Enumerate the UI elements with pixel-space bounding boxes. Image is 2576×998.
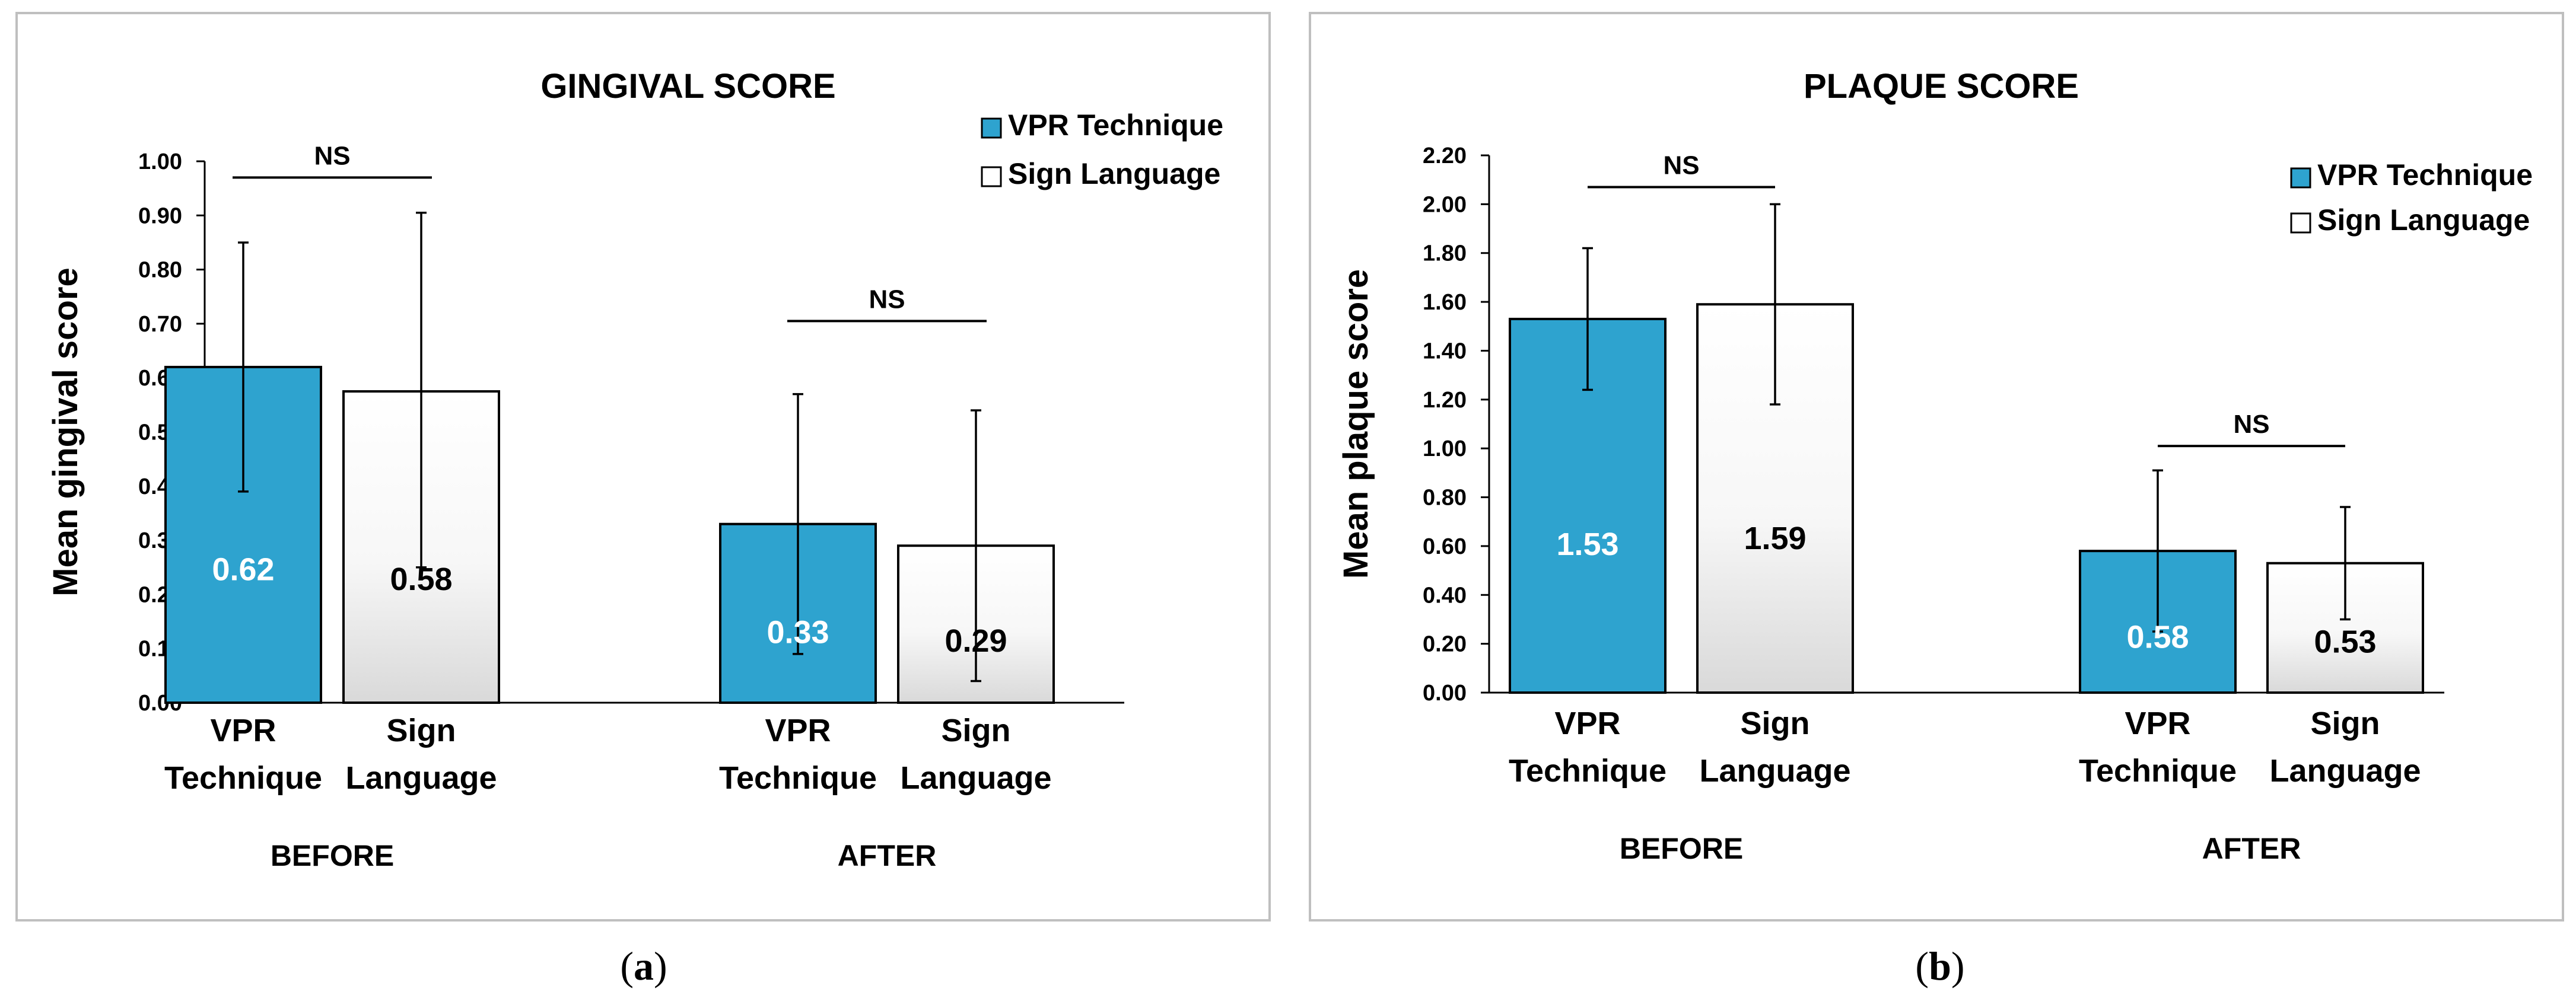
panel-caption: (a) [620,943,667,989]
panel-caption: (b) [1915,943,1964,989]
x-category-label: Sign [2311,706,2380,741]
data-label: 1.53 [1556,527,1618,562]
data-label: 0.58 [390,562,452,597]
legend-swatch-sign [981,166,1002,187]
y-tick-label: 2.20 [1423,144,1467,168]
data-label: 1.59 [1744,521,1806,556]
legend-swatch-vpr [2290,167,2311,189]
chart-panel-a: GINGIVAL SCORE0.000.100.200.300.400.500.… [15,12,1271,989]
significance-label: NS [869,285,905,314]
data-label: 0.53 [2314,624,2376,660]
x-category-label: Language [900,760,1051,796]
legend-label-sign: Sign Language [1008,157,1220,190]
legend: VPR Technique Sign Language [981,109,1223,190]
caption-paren-close: ) [1951,943,1965,989]
caption-paren-open: ( [620,943,634,989]
legend: VPR Technique Sign Language [2290,158,2533,237]
x-category-label: Technique [719,760,877,796]
x-category-label: Sign [1741,706,1810,741]
x-category-label: Language [2269,753,2421,789]
significance-label: NS [1663,151,1699,180]
chart-title: PLAQUE SCORE [1804,67,2079,106]
group-label-after: AFTER [838,839,937,872]
legend-label-vpr: VPR Technique [1008,109,1223,142]
significance-label: NS [314,141,350,170]
y-tick-label: 0.80 [138,258,182,283]
y-tick-label: 1.00 [1423,436,1467,461]
legend-swatch-sign [2290,212,2311,234]
y-tick-label: 1.40 [1423,339,1467,364]
legend-swatch-vpr [981,117,1002,139]
y-tick-label: 1.60 [1423,290,1467,315]
y-tick-label: 0.40 [1423,583,1467,608]
x-category-label: Technique [1509,753,1667,789]
y-tick-label: 0.80 [1423,486,1467,511]
caption-paren-close: ) [654,943,667,989]
chart-title: GINGIVAL SCORE [540,67,835,106]
y-axis-title: Mean gingival score [46,267,85,596]
y-tick-label: 0.90 [138,203,182,228]
x-category-label: VPR [210,713,276,748]
legend-label-vpr: VPR Technique [2317,158,2533,192]
x-category-label: Technique [164,760,322,796]
y-tick-label: 0.60 [1423,534,1467,559]
x-category-label: Technique [2079,753,2237,789]
x-category-label: VPR [765,713,831,748]
x-category-label: VPR [1554,706,1620,741]
legend-label-sign: Sign Language [2317,203,2530,237]
x-category-label: Sign [387,713,456,748]
data-label: 0.29 [944,623,1007,659]
data-label: 0.33 [767,614,829,650]
caption-letter: a [634,943,654,989]
x-category-label: Language [345,760,497,796]
y-axis-title: Mean plaque score [1337,269,1375,579]
x-category-label: Language [1699,753,1850,789]
caption-letter: b [1929,943,1951,989]
significance-label: NS [2233,410,2269,439]
x-category-label: VPR [2125,706,2190,741]
y-tick-label: 1.80 [1423,241,1467,266]
x-category-label: Sign [942,713,1011,748]
y-tick-label: 0.00 [1423,681,1467,706]
group-label-after: AFTER [2202,832,2301,865]
y-tick-label: 2.00 [1423,192,1467,217]
y-tick-label: 0.70 [138,312,182,337]
caption-paren-open: ( [1915,943,1929,989]
y-tick-label: 1.00 [138,149,182,174]
chart-panel-b: PLAQUE SCORE 0.00 0.20 0.40 0.60 0.80 1.00 1.20… [1309,12,2564,989]
y-tick-label: 0.20 [1423,632,1467,657]
y-tick-label: 1.20 [1423,388,1467,413]
group-label-before: BEFORE [1620,832,1743,865]
data-label: 0.58 [2126,619,2189,655]
group-label-before: BEFORE [271,839,394,872]
data-label: 0.62 [212,552,274,588]
